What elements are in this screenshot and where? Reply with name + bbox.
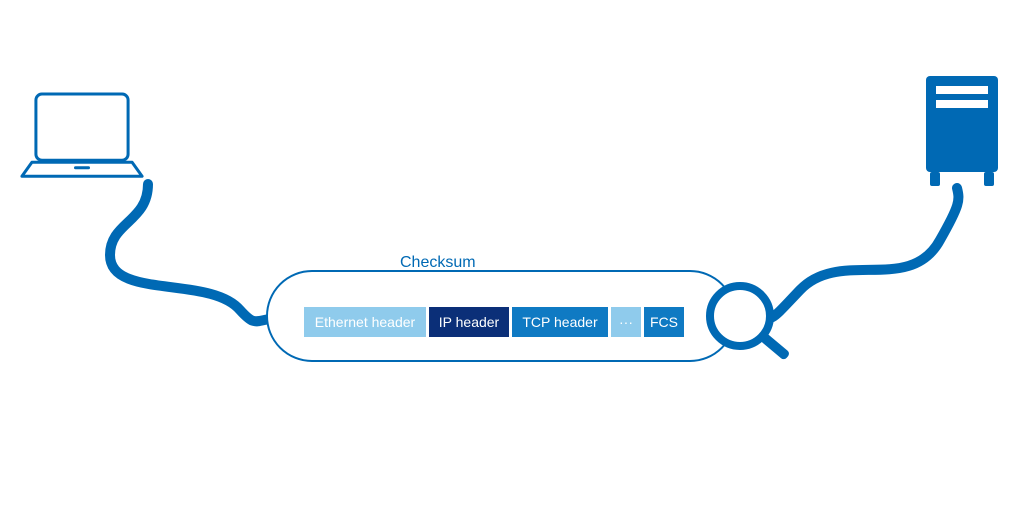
- segment-fcs: FCS: [644, 307, 684, 337]
- segment-pl: ···: [611, 307, 641, 337]
- segment-ip: IP header: [429, 307, 509, 337]
- segment-eth: Ethernet header: [304, 307, 426, 337]
- segment-ip-label: IP header: [439, 314, 499, 330]
- server-icon: [924, 74, 1000, 188]
- segment-fcs-label: FCS: [650, 314, 678, 330]
- magnifier-icon: [706, 282, 774, 350]
- wires-and-leaders: [0, 0, 1024, 512]
- checksum-label: Checksum: [400, 254, 476, 272]
- diagram-stage: Ethernet header IP header TCP header ··· FCS…: [0, 0, 1024, 512]
- laptop-icon: [18, 92, 146, 184]
- segment-tcp: TCP header: [512, 307, 608, 337]
- segment-tcp-label: TCP header: [522, 314, 597, 330]
- segment-pl-label: ···: [619, 314, 633, 330]
- checksum-label-text: Checksum: [400, 254, 476, 271]
- packet-segments-row: Ethernet header IP header TCP header ··· FCS: [304, 307, 684, 337]
- segment-eth-label: Ethernet header: [315, 314, 415, 330]
